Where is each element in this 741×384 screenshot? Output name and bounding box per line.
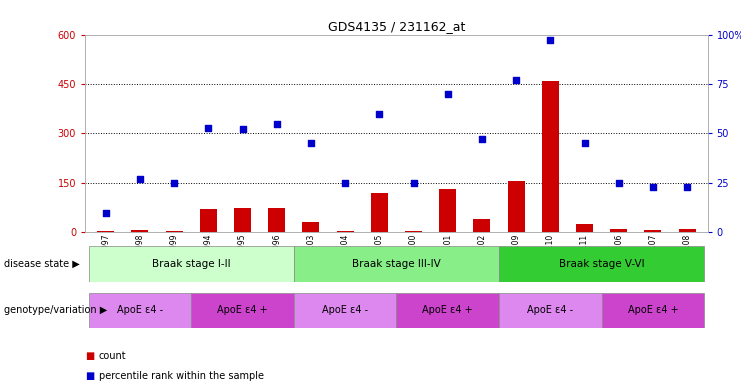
Bar	[89, 247, 294, 281]
Bar	[576, 224, 593, 232]
Point	[339, 180, 351, 186]
Bar	[294, 247, 499, 281]
Bar	[200, 209, 217, 232]
Text: ApoE ε4 -: ApoE ε4 -	[528, 305, 574, 315]
Bar	[542, 81, 559, 232]
Text: ■: ■	[85, 351, 94, 361]
Bar	[679, 229, 696, 232]
Point	[236, 126, 248, 132]
Point	[305, 140, 317, 146]
Bar	[473, 219, 491, 232]
Bar	[499, 293, 602, 328]
Point	[476, 136, 488, 142]
Bar	[508, 181, 525, 232]
Bar	[645, 230, 662, 232]
Point	[270, 121, 282, 127]
Text: ApoE ε4 -: ApoE ε4 -	[117, 305, 163, 315]
Bar	[499, 247, 704, 281]
Point	[373, 111, 385, 117]
Bar	[602, 293, 704, 328]
Point	[647, 184, 659, 190]
Text: ApoE ε4 +: ApoE ε4 +	[217, 305, 268, 315]
Bar	[268, 208, 285, 232]
Bar	[610, 229, 628, 232]
Point	[545, 37, 556, 43]
Bar	[336, 231, 353, 232]
Text: genotype/variation ▶: genotype/variation ▶	[4, 305, 107, 315]
Text: ApoE ε4 +: ApoE ε4 +	[628, 305, 678, 315]
Text: Braak stage III-IV: Braak stage III-IV	[352, 259, 441, 269]
Point	[442, 91, 453, 97]
Title: GDS4135 / 231162_at: GDS4135 / 231162_at	[328, 20, 465, 33]
Bar	[191, 293, 294, 328]
Point	[168, 180, 180, 186]
Text: ■: ■	[85, 371, 94, 381]
Point	[202, 124, 214, 131]
Bar	[302, 222, 319, 232]
Text: ApoE ε4 +: ApoE ε4 +	[422, 305, 473, 315]
Bar	[396, 293, 499, 328]
Text: Braak stage I-II: Braak stage I-II	[152, 259, 230, 269]
Text: Braak stage V-VI: Braak stage V-VI	[559, 259, 645, 269]
Bar	[165, 231, 183, 232]
Text: disease state ▶: disease state ▶	[4, 259, 79, 269]
Text: percentile rank within the sample: percentile rank within the sample	[99, 371, 264, 381]
Bar	[439, 189, 456, 232]
Bar	[97, 231, 114, 232]
Point	[134, 176, 146, 182]
Text: count: count	[99, 351, 126, 361]
Bar	[405, 231, 422, 232]
Point	[511, 77, 522, 83]
Text: ApoE ε4 -: ApoE ε4 -	[322, 305, 368, 315]
Point	[579, 140, 591, 146]
Bar	[131, 230, 148, 232]
Point	[408, 180, 419, 186]
Bar	[89, 293, 191, 328]
Point	[681, 184, 693, 190]
Bar	[370, 193, 388, 232]
Bar	[234, 208, 251, 232]
Point	[613, 180, 625, 186]
Point	[100, 210, 112, 216]
Bar	[294, 293, 396, 328]
